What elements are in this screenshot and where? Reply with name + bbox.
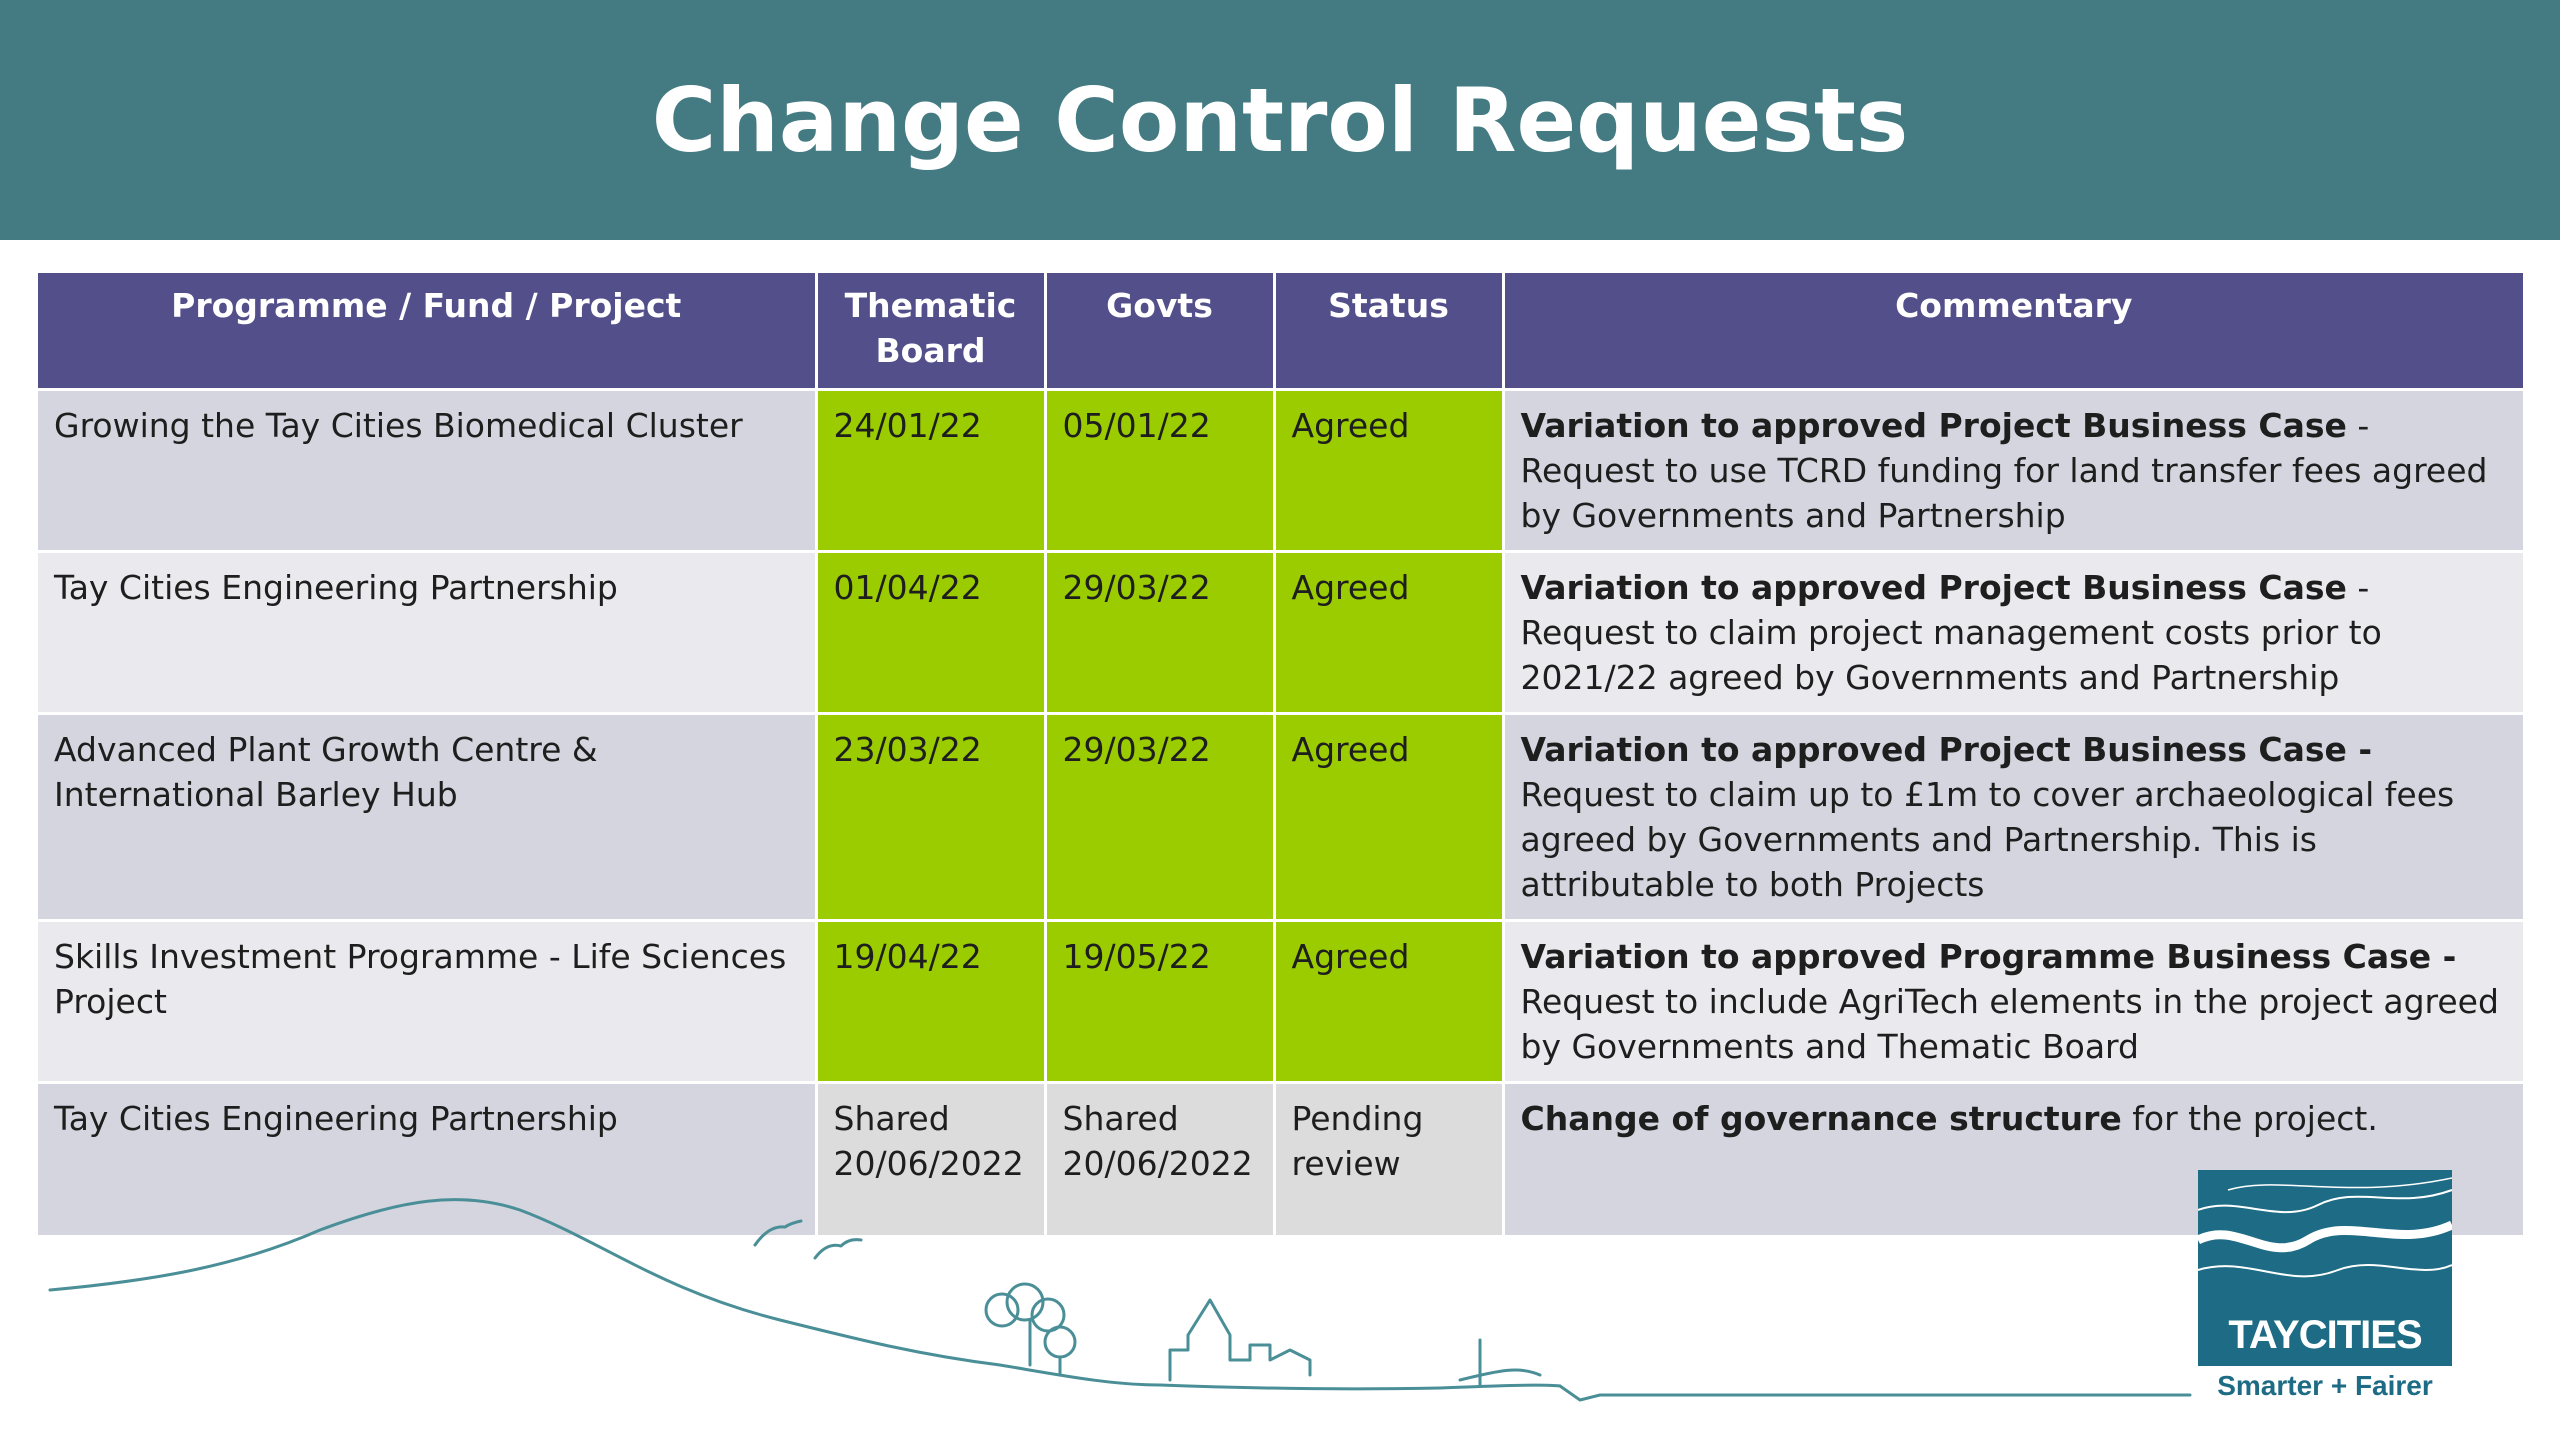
commentary-text: for the project. [2121, 1098, 2378, 1138]
cell-project: Growing the Tay Cities Biomedical Cluste… [38, 389, 818, 553]
title-bar: Change Control Requests [0, 0, 2560, 240]
cell-thematic-board: Shared 20/06/2022 [816, 1082, 1047, 1238]
logo-name: TAYCITIES [2228, 1313, 2422, 1357]
hill-outline [48, 1198, 1562, 1391]
slide-title: Change Control Requests [651, 68, 1909, 172]
cell-thematic-board: 01/04/22 [816, 551, 1047, 715]
commentary-bold: Variation to approved Project Business C… [1520, 405, 2347, 445]
cell-project: Skills Investment Programme - Life Scien… [38, 920, 818, 1084]
trees-icon [984, 1282, 1077, 1377]
bird-icon [753, 1219, 803, 1247]
commentary-text: Request to include AgriTech elements in … [1520, 981, 2499, 1066]
commentary-bold: Variation to approved Project Business C… [1520, 567, 2347, 607]
cell-govts: 29/03/22 [1045, 551, 1276, 715]
table-row: Advanced Plant Growth Centre & Internati… [38, 713, 2523, 922]
logo-tagline: Smarter + Fairer [2217, 1370, 2433, 1401]
cell-commentary: Variation to approved Project Business C… [1503, 551, 2523, 715]
water-line [1458, 1368, 1542, 1382]
bird-icon [813, 1238, 863, 1260]
table-row: Growing the Tay Cities Biomedical Cluste… [38, 389, 2523, 553]
cell-commentary: Variation to approved Project Business C… [1503, 713, 2523, 922]
commentary-bold: Change of governance structure [1520, 1098, 2122, 1138]
cell-project: Tay Cities Engineering Partnership [38, 1082, 818, 1238]
landscape-illustration [48, 1198, 2192, 1402]
cell-status: Agreed [1274, 713, 1505, 922]
village-icon [1168, 1298, 1312, 1382]
river-wave-icon [2198, 1177, 2452, 1278]
table-row: Tay Cities Engineering Partnership Share… [38, 1082, 2523, 1238]
table-row: Skills Investment Programme - Life Scien… [38, 920, 2523, 1084]
cell-govts: 05/01/22 [1045, 389, 1276, 553]
commentary-text: - Request to use TCRD funding for land t… [1520, 405, 2488, 535]
table-header-row: Programme / Fund / Project Thematic Boar… [38, 273, 2523, 391]
commentary-bold: Variation to approved Project Business C… [1520, 729, 2373, 769]
cell-govts: 29/03/22 [1045, 713, 1276, 922]
cell-thematic-board: 19/04/22 [816, 920, 1047, 1084]
cell-govts: Shared 20/06/2022 [1045, 1082, 1276, 1238]
cell-thematic-board: 23/03/22 [816, 713, 1047, 922]
cell-status: Agreed [1274, 551, 1505, 715]
cell-commentary: Variation to approved Project Business C… [1503, 389, 2523, 553]
change-control-table: Programme / Fund / Project Thematic Boar… [38, 273, 2523, 1238]
header-status: Status [1274, 273, 1505, 391]
cell-project: Tay Cities Engineering Partnership [38, 551, 818, 715]
header-govts: Govts [1045, 273, 1276, 391]
taycities-logo: TAYCITIES Smarter + Fairer [2198, 1170, 2458, 1401]
cell-status: Pending review [1274, 1082, 1505, 1238]
cell-project: Advanced Plant Growth Centre & Internati… [38, 713, 818, 922]
cell-status: Agreed [1274, 920, 1505, 1084]
header-programme: Programme / Fund / Project [38, 273, 818, 391]
cell-thematic-board: 24/01/22 [816, 389, 1047, 553]
logo-box: TAYCITIES [2198, 1170, 2452, 1366]
cell-commentary: Variation to approved Programme Business… [1503, 920, 2523, 1084]
header-thematic-board: Thematic Board [816, 273, 1047, 391]
table-row: Tay Cities Engineering Partnership 01/04… [38, 551, 2523, 715]
cell-status: Agreed [1274, 389, 1505, 553]
ground-line [1558, 1384, 2192, 1402]
commentary-bold: Variation to approved Programme Business… [1520, 936, 2457, 976]
header-commentary: Commentary [1503, 273, 2523, 391]
cell-govts: 19/05/22 [1045, 920, 1276, 1084]
commentary-text: Request to claim up to £1m to cover arch… [1520, 774, 2455, 904]
commentary-text: - Request to claim project management co… [1520, 567, 2382, 697]
